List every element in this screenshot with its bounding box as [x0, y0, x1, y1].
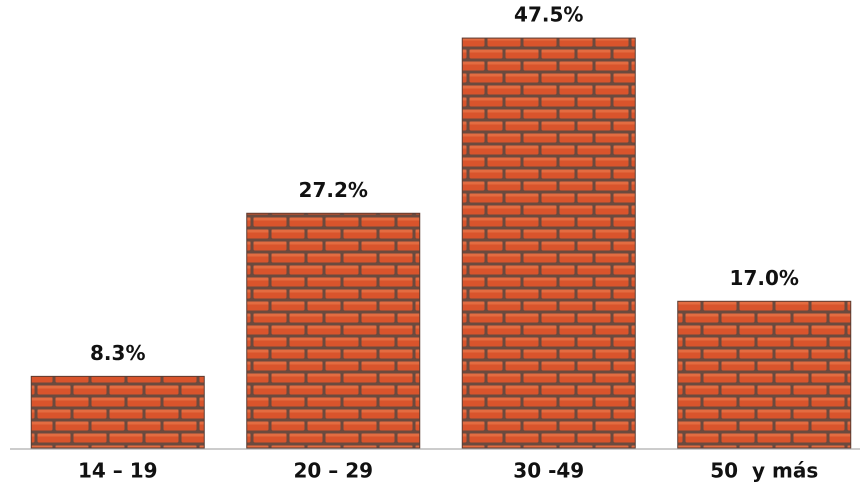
- value-label: 8.3%: [90, 341, 145, 365]
- x-tick-label: 50 y más: [710, 459, 818, 483]
- x-tick-label: 30 -49: [513, 459, 584, 483]
- bar: [246, 212, 421, 449]
- value-label: 17.0%: [730, 266, 799, 290]
- value-label: 27.2%: [299, 178, 368, 202]
- bar: [461, 37, 636, 449]
- bar: [30, 375, 205, 449]
- x-tick-label: 20 – 29: [293, 459, 373, 483]
- value-label: 47.5%: [514, 3, 583, 27]
- x-tick-label: 14 – 19: [78, 459, 158, 483]
- bar: [677, 300, 852, 449]
